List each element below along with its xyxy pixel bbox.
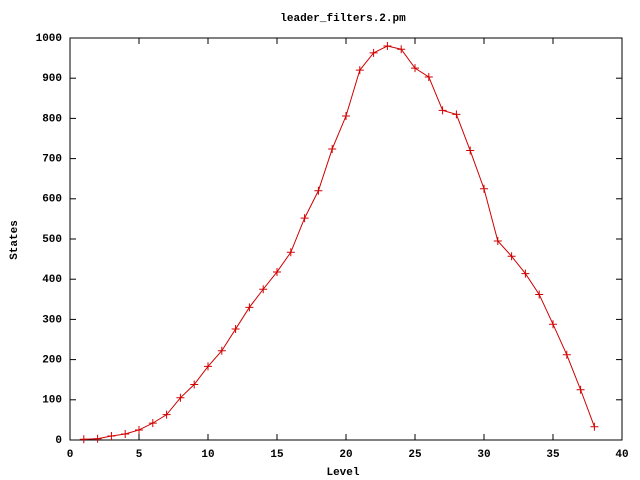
x-tick-label: 5 [136, 449, 143, 461]
y-tick-label: 100 [42, 395, 62, 407]
y-tick-label: 900 [42, 73, 62, 85]
chart-title: leader_filters.2.pm [280, 13, 406, 25]
data-point [314, 186, 323, 195]
data-point [217, 346, 226, 355]
y-tick-label: 500 [42, 234, 62, 246]
data-point [466, 146, 475, 155]
data-point [493, 237, 502, 246]
data-point [535, 290, 544, 299]
data-point [148, 419, 157, 428]
data-point [411, 64, 419, 73]
data-point [107, 431, 116, 440]
x-tick-label: 10 [201, 449, 214, 461]
data-point [286, 248, 295, 257]
data-point [190, 380, 199, 389]
data-point [135, 425, 143, 434]
y-tick-label: 300 [42, 314, 62, 326]
y-tick-label: 400 [42, 274, 62, 286]
data-line [83, 45, 595, 440]
data-point [204, 362, 212, 371]
data-point [93, 434, 102, 443]
x-tick-label: 20 [339, 449, 352, 461]
y-tick-label: 0 [55, 435, 62, 447]
data-point [231, 325, 240, 334]
data-point [397, 45, 406, 54]
data-point [259, 285, 268, 294]
y-tick-label: 700 [42, 154, 62, 166]
x-tick-label: 25 [408, 449, 422, 461]
x-axis-label: Level [326, 467, 359, 479]
y-tick-label: 800 [42, 113, 62, 125]
data-point [273, 267, 281, 276]
plot-border [69, 37, 623, 441]
x-tick-label: 15 [270, 449, 284, 461]
data-point [369, 48, 378, 57]
y-tick-label: 600 [42, 194, 62, 206]
y-axis-label: States [9, 220, 21, 260]
data-point [328, 144, 337, 153]
x-tick-label: 30 [477, 449, 490, 461]
data-point [355, 66, 364, 75]
data-point [342, 111, 350, 120]
data-point [562, 350, 571, 359]
data-point [300, 214, 309, 223]
data-point [438, 106, 447, 115]
data-point [576, 385, 585, 394]
data-point [507, 252, 516, 261]
data-point [79, 435, 88, 444]
data-point [549, 320, 557, 329]
data-point [590, 422, 599, 431]
x-tick-label: 35 [546, 449, 560, 461]
y-tick-label: 200 [42, 355, 62, 367]
data-point [424, 72, 433, 81]
data-point [176, 393, 185, 402]
data-point [452, 110, 461, 119]
data-point [480, 184, 488, 193]
data-point [162, 410, 171, 419]
x-tick-label: 0 [67, 449, 74, 461]
data-point [121, 429, 130, 438]
data-point [245, 303, 254, 312]
data-point [521, 269, 530, 278]
y-tick-label: 1000 [36, 33, 62, 45]
x-tick-label: 40 [615, 449, 628, 461]
data-point [383, 42, 392, 51]
